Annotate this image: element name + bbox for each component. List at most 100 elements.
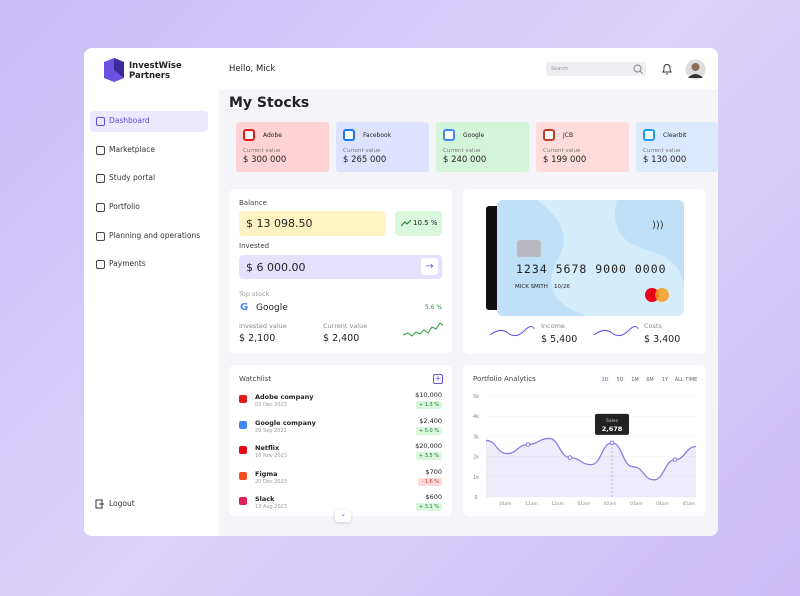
range-button[interactable]: 1D bbox=[601, 377, 608, 383]
range-button[interactable]: 1M bbox=[631, 377, 639, 383]
stock-name: Facebook bbox=[363, 132, 392, 139]
nav-icon bbox=[96, 117, 105, 126]
company-name[interactable]: Adobe company bbox=[255, 393, 314, 401]
value: $ 5,400 bbox=[541, 334, 578, 345]
company-name[interactable]: Slack bbox=[255, 495, 275, 503]
tooltip-value: 2,678 bbox=[602, 425, 623, 433]
stock-label: Current value bbox=[643, 148, 681, 154]
sparkline bbox=[403, 322, 443, 337]
logout-icon bbox=[95, 499, 104, 509]
price: $20,000 bbox=[415, 442, 442, 450]
avatar[interactable] bbox=[685, 59, 706, 80]
change-badge: + 3.1 % bbox=[415, 503, 442, 511]
range-button[interactable]: 1Y bbox=[662, 377, 669, 383]
stock-label: Current value bbox=[443, 148, 481, 154]
x-tick-label: 12am bbox=[551, 501, 564, 507]
company-logo bbox=[239, 395, 247, 403]
price: $700 bbox=[425, 467, 442, 476]
y-tick-label: 4k bbox=[473, 414, 479, 420]
nav-item[interactable]: Portfolio bbox=[109, 202, 140, 211]
stock-icon bbox=[643, 129, 655, 141]
change: 10.5 % bbox=[413, 219, 438, 227]
x-tick-label: 11am bbox=[525, 501, 538, 507]
page-title: My Stocks bbox=[229, 95, 310, 111]
x-tick-label: 05am bbox=[682, 501, 695, 507]
credit-card: ))) 1234 5678 9000 0000 MICK SMITH 10/26 bbox=[497, 200, 684, 316]
range-button[interactable]: 5D bbox=[616, 377, 623, 383]
invested-value: $ 6 000.00 bbox=[246, 261, 306, 274]
scroll-button[interactable]: ⌄ bbox=[335, 510, 351, 522]
stock-label: Current value bbox=[243, 148, 281, 154]
company-name[interactable]: Google company bbox=[255, 418, 316, 427]
company-name[interactable]: Netflix bbox=[255, 444, 280, 452]
y-tick-label: 0 bbox=[474, 495, 477, 501]
company-name[interactable]: Figma bbox=[255, 469, 278, 478]
company-date: 13 Aug 2023 bbox=[255, 504, 288, 510]
company-logo bbox=[239, 497, 247, 505]
stock-icon bbox=[243, 129, 255, 141]
stock-value: $ 265 000 bbox=[343, 155, 387, 165]
range-button[interactable]: 6M bbox=[646, 377, 654, 383]
x-tick-label: 03am bbox=[630, 501, 643, 507]
sparklines bbox=[490, 325, 639, 337]
stock-label: Current value bbox=[343, 148, 381, 154]
change-badge: + 1.3 % bbox=[415, 401, 442, 409]
stock-card[interactable]: JCB Current value $ 199 000 bbox=[536, 122, 629, 172]
value: $ 3,400 bbox=[644, 334, 681, 345]
label: Income bbox=[541, 322, 565, 330]
trend-icon bbox=[401, 220, 411, 227]
stock-card[interactable]: Adobe Current value $ 300 000 bbox=[236, 122, 329, 172]
company-date: 29 Sep 2023 bbox=[255, 427, 287, 434]
stock-card[interactable]: Google Current value $ 240 000 bbox=[436, 122, 529, 172]
card-expiry: 10/26 bbox=[554, 284, 570, 290]
stock-card[interactable]: Facebook Current value $ 265 000 bbox=[336, 122, 429, 172]
stock-icon bbox=[343, 129, 355, 141]
company-date: 03 Dec 2023 bbox=[255, 402, 287, 408]
analytics-panel bbox=[463, 365, 706, 516]
change-box: 10.5 % bbox=[395, 211, 442, 236]
enter-button[interactable]: → bbox=[421, 258, 438, 275]
nav-icon bbox=[96, 146, 105, 155]
nav-icon bbox=[96, 174, 105, 183]
price: $600 bbox=[425, 493, 442, 501]
nav-item[interactable]: Planning and operations bbox=[109, 231, 201, 240]
add-button[interactable]: + bbox=[433, 374, 443, 384]
invested-box: $ 6 000.00 → bbox=[239, 255, 442, 279]
company-date: 16 Nov 2023 bbox=[255, 453, 288, 459]
balance-value: $ 13 098.50 bbox=[246, 217, 313, 230]
stock-value: $ 199 000 bbox=[543, 155, 587, 165]
company-logo bbox=[239, 471, 247, 480]
x-tick-label: 10am bbox=[499, 501, 512, 507]
stock-value: $ 300 000 bbox=[243, 155, 287, 165]
nav-active-bg bbox=[90, 111, 208, 132]
google-icon: G bbox=[240, 302, 249, 313]
company-date: 20 Dec 2023 bbox=[255, 478, 287, 485]
logout[interactable]: Logout bbox=[109, 499, 135, 508]
y-tick-label: 5k bbox=[473, 394, 479, 400]
greeting: Hello, Mick bbox=[229, 64, 276, 74]
nav-icon bbox=[96, 232, 105, 241]
nav-item[interactable]: Marketplace bbox=[109, 145, 155, 154]
tooltip-name: Sales bbox=[606, 418, 619, 424]
search-box[interactable]: Search bbox=[546, 62, 646, 76]
balance-box: $ 13 098.50 bbox=[239, 211, 386, 236]
nav-icon bbox=[96, 260, 105, 269]
x-tick-label: 01am bbox=[577, 501, 590, 507]
logo bbox=[104, 58, 124, 82]
point bbox=[525, 442, 531, 447]
bell-icon[interactable] bbox=[661, 63, 673, 76]
y-tick-label: 1k bbox=[473, 475, 479, 481]
top-change: 5.6 % bbox=[425, 304, 443, 311]
card-back bbox=[486, 206, 500, 310]
stock-name: Clearbit bbox=[663, 132, 687, 139]
value: $ 2,400 bbox=[323, 333, 360, 344]
range-button[interactable]: ALL TIME bbox=[675, 377, 698, 383]
stock-card[interactable]: Clearbit Current value $ 130 000 bbox=[636, 122, 718, 172]
nav-item[interactable]: Study portal bbox=[109, 173, 156, 182]
value: $ 2,100 bbox=[239, 333, 276, 344]
nav-item[interactable]: Payments bbox=[109, 259, 146, 268]
nav-item[interactable]: Dashboard bbox=[109, 116, 150, 125]
stock-value: $ 240 000 bbox=[443, 155, 487, 165]
panel-title: Watchlist bbox=[239, 375, 272, 383]
